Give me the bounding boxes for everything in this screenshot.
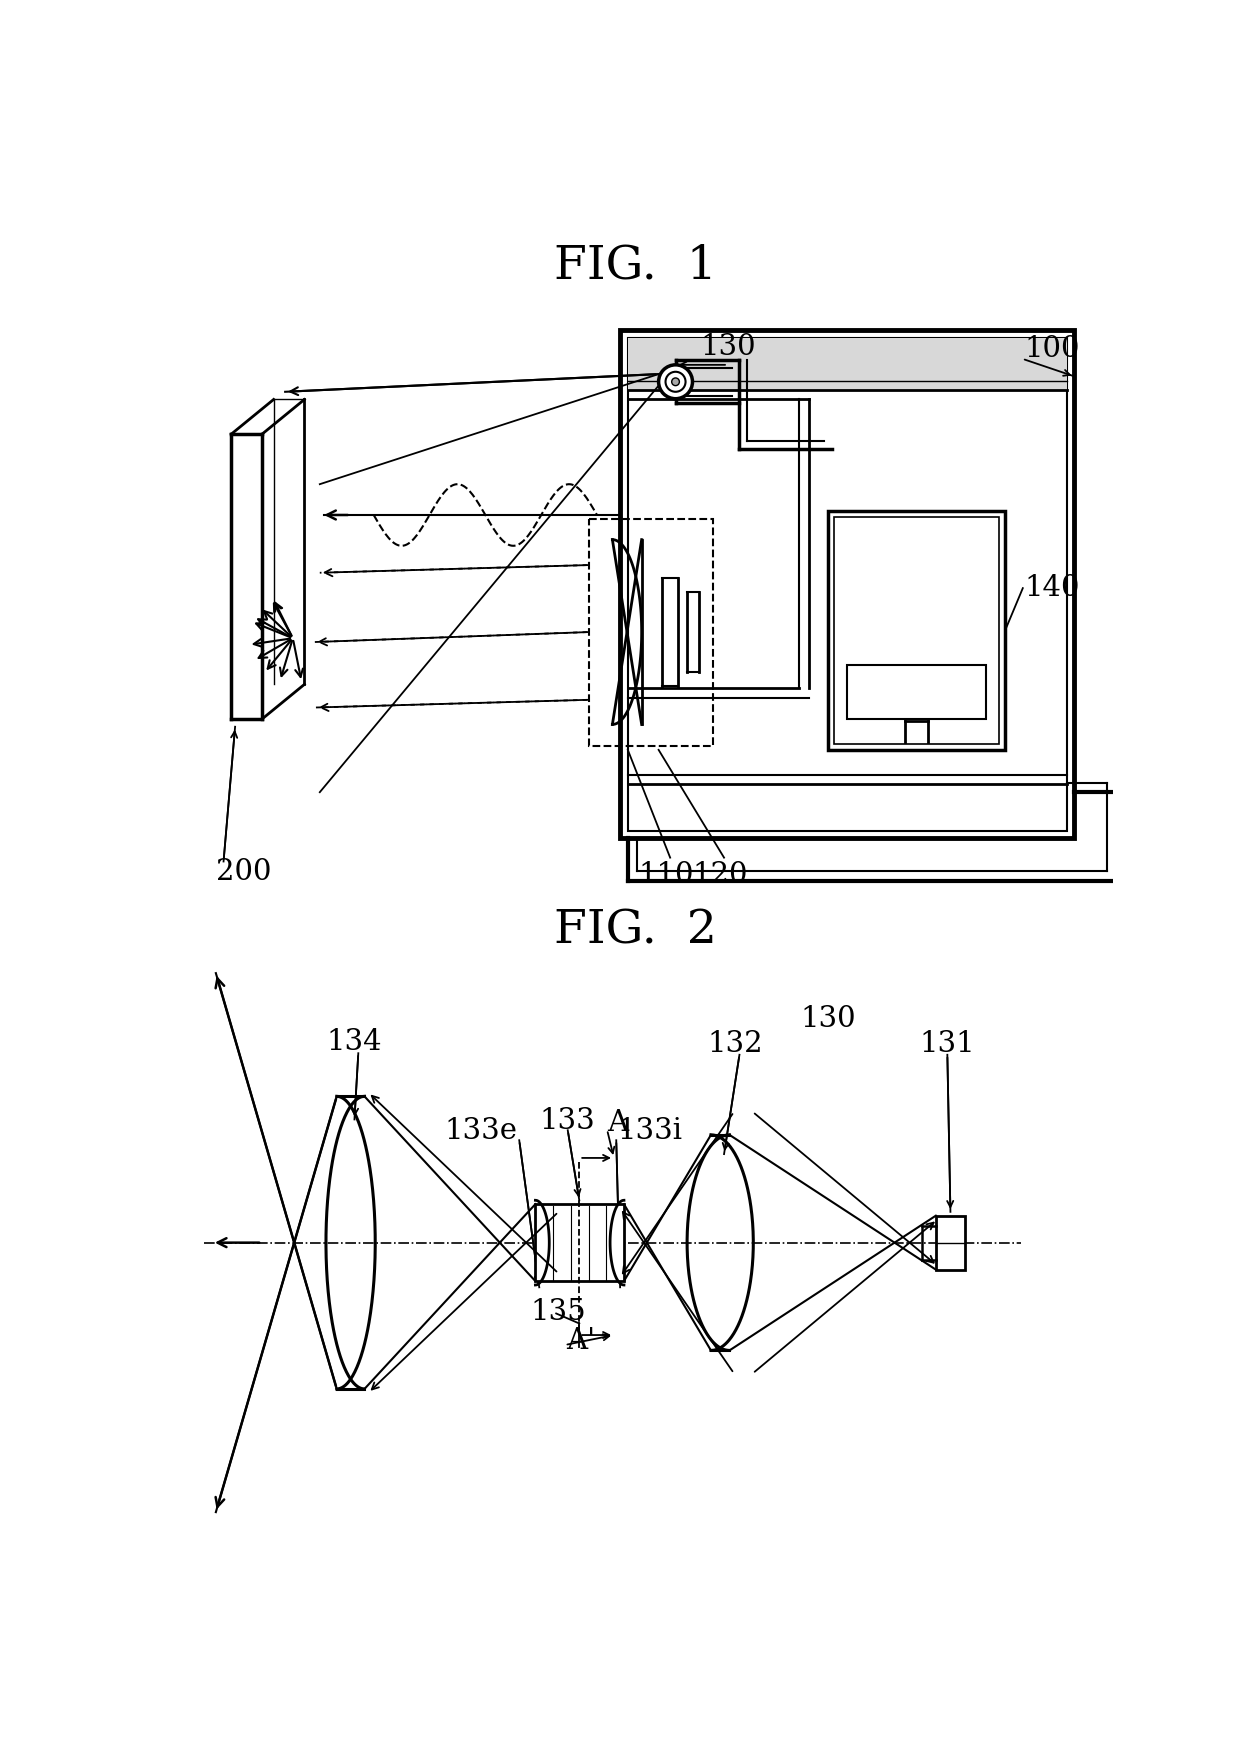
Text: 140: 140 — [1024, 575, 1080, 603]
Bar — [536, 1204, 624, 1281]
Bar — [627, 337, 1066, 390]
Text: FIG.  1: FIG. 1 — [554, 244, 717, 288]
Bar — [936, 1216, 965, 1270]
Text: 200: 200 — [216, 857, 272, 886]
Text: 133i: 133i — [618, 1117, 683, 1146]
Text: 130: 130 — [800, 1005, 856, 1033]
Bar — [847, 666, 986, 719]
Text: A': A' — [567, 1327, 595, 1355]
Bar — [620, 330, 1074, 838]
Bar — [835, 517, 999, 743]
Bar — [828, 511, 1006, 750]
Circle shape — [658, 365, 692, 399]
Circle shape — [672, 378, 680, 385]
Text: 131: 131 — [920, 1030, 975, 1058]
Bar — [627, 337, 1066, 831]
Text: 133e: 133e — [445, 1117, 517, 1146]
Text: A: A — [608, 1109, 629, 1137]
Text: 135: 135 — [531, 1298, 587, 1327]
Text: 133: 133 — [539, 1107, 595, 1135]
Text: 100: 100 — [1024, 336, 1080, 364]
Text: 130: 130 — [701, 334, 755, 360]
Text: 120: 120 — [692, 861, 748, 889]
Text: FIG.  2: FIG. 2 — [554, 908, 717, 954]
Bar — [589, 518, 713, 747]
Text: 132: 132 — [708, 1030, 764, 1058]
Text: 110: 110 — [639, 861, 694, 889]
Circle shape — [666, 372, 686, 392]
Text: 134: 134 — [326, 1028, 382, 1056]
